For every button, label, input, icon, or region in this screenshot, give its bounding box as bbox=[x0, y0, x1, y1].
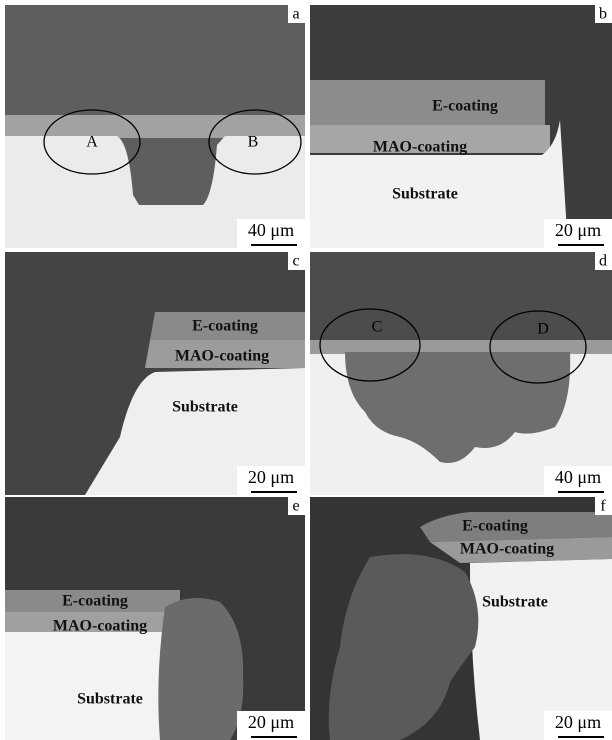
panel-letter: f bbox=[600, 498, 606, 515]
panel-letter: e bbox=[292, 498, 299, 515]
figure: A B a 40 μm E-coating MAO-coating Substr… bbox=[0, 0, 612, 740]
panel-c: E-coating MAO-coating Substrate c 20 μm bbox=[5, 252, 305, 495]
scale-bar-label: 20 μm bbox=[555, 712, 601, 732]
panel-letter: c bbox=[292, 253, 299, 270]
layer-label: E-coating bbox=[192, 318, 258, 335]
layer-label: E-coating bbox=[462, 518, 528, 535]
marker-label: B bbox=[248, 134, 259, 151]
panel-letter: a bbox=[292, 6, 299, 23]
layer-label: E-coating bbox=[62, 593, 128, 610]
panel-f: E-coating MAO-coating Substrate f 20 μm bbox=[310, 497, 612, 740]
marker-label: C bbox=[372, 319, 383, 336]
panel-e: E-coating MAO-coating Substrate e 20 μm bbox=[5, 497, 305, 740]
layer-label: Substrate bbox=[172, 399, 238, 416]
marker-label: A bbox=[86, 134, 98, 151]
scale-bar-label: 20 μm bbox=[555, 220, 601, 240]
scale-bar-label: 40 μm bbox=[555, 467, 601, 487]
scale-bar-label: 40 μm bbox=[248, 220, 294, 240]
layer-label: E-coating bbox=[432, 98, 498, 115]
layer-label: Substrate bbox=[77, 691, 143, 708]
corrosion-pit bbox=[158, 598, 243, 740]
panel-letter: d bbox=[599, 253, 607, 270]
panel-b: E-coating MAO-coating Substrate b 20 μm bbox=[310, 5, 612, 248]
scale-bar-label: 20 μm bbox=[248, 712, 294, 732]
substrate bbox=[5, 632, 170, 740]
layer-label: Substrate bbox=[392, 186, 458, 203]
layer-label: MAO-coating bbox=[460, 541, 554, 558]
layer-label: Substrate bbox=[482, 594, 548, 611]
layer-label: MAO-coating bbox=[175, 348, 269, 365]
panel-a: A B a 40 μm bbox=[5, 5, 305, 248]
scale-bar-label: 20 μm bbox=[248, 467, 294, 487]
marker-label: D bbox=[537, 321, 549, 338]
layer-label: MAO-coating bbox=[53, 618, 147, 635]
panel-d: C D d 40 μm bbox=[310, 252, 612, 495]
layer-label: MAO-coating bbox=[373, 139, 467, 156]
panel-letter: b bbox=[599, 6, 607, 23]
coating-band bbox=[310, 340, 612, 354]
e-coating-band bbox=[310, 80, 545, 125]
